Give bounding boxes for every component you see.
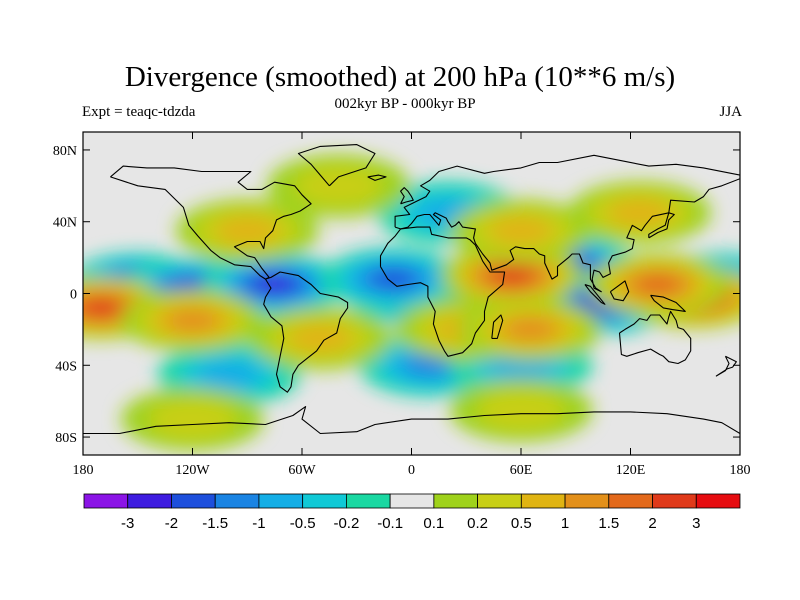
contour-band (288, 324, 352, 353)
colorbar-label: 0.1 (423, 515, 444, 532)
coastline (394, 154, 740, 293)
coastline (648, 212, 675, 239)
colorbar-swatch (695, 493, 741, 509)
x-tick-label: 120E (616, 463, 646, 478)
contour-band (372, 270, 414, 289)
y-tick-label: 40S (55, 359, 77, 374)
coastline (263, 271, 349, 393)
colorbar-swatch (345, 493, 391, 509)
field-feature (248, 306, 392, 370)
colorbar-label: 1.5 (598, 515, 619, 532)
field-feature (121, 387, 264, 451)
y-tick-label: 0 (70, 288, 77, 303)
colorbar-label: 0.5 (511, 515, 532, 532)
field-feature (175, 199, 319, 263)
x-tick-label: 60W (288, 463, 316, 478)
colorbar-swatch (171, 493, 216, 509)
coastline (609, 280, 630, 302)
x-tick-label: 120W (175, 463, 210, 478)
colorbar-label: 3 (692, 515, 700, 532)
experiment-label: Expt = teaqc-tdzda (82, 104, 196, 120)
y-tick-label: 40N (53, 216, 77, 231)
coastline (297, 144, 376, 187)
contour-band (494, 267, 530, 284)
contour-band (637, 275, 679, 294)
colorbar-swatch (389, 493, 435, 509)
field-feature (267, 154, 410, 218)
colorbar-label: 2 (648, 515, 656, 532)
coastline (715, 355, 737, 377)
colorbar-swatch (477, 493, 522, 509)
x-tick-label: 180 (73, 463, 94, 478)
contour-band (505, 318, 555, 341)
x-tick-label: 180 (730, 463, 751, 478)
x-tick-label: 60E (510, 463, 533, 478)
colorbar-label: -0.5 (290, 515, 316, 532)
colorbar-swatch (302, 493, 347, 509)
field-feature (449, 378, 593, 442)
y-tick-label: 80N (53, 144, 77, 159)
colorbar-label: -2 (165, 515, 178, 532)
coastline (584, 283, 606, 305)
coastline (367, 174, 387, 181)
colorbar-swatch (214, 493, 260, 509)
colorbar-swatch (83, 493, 129, 509)
contour-band (148, 399, 237, 439)
x-axis: 180 120W 60W 0 60E 120E 180 (73, 132, 751, 478)
coastline (83, 406, 740, 435)
contour-band (489, 216, 553, 245)
colorbar-swatch (652, 493, 697, 509)
contour-band (197, 360, 261, 389)
colorbar-swatch (520, 493, 566, 509)
colorbar-label: -3 (121, 515, 134, 532)
coastline (400, 187, 414, 205)
coastline (379, 226, 506, 357)
field-feature (449, 199, 593, 263)
colorbar-swatch (564, 493, 610, 509)
chart-title: Divergence (smoothed) at 200 hPa (10**6 … (124, 61, 676, 93)
colorbar-swatch (258, 493, 304, 509)
field-feature (458, 297, 602, 361)
field-feature (321, 247, 465, 311)
season-label: JJA (719, 104, 742, 120)
colorbar-label: 0.2 (467, 515, 488, 532)
colorbar: -3 -2 -1.5 -1 -0.5 -0.2 -0.1 0.1 0.2 0.5 1 1.5 2 3 (83, 493, 741, 532)
contour-band (167, 309, 218, 332)
colorbar-swatch (433, 493, 479, 509)
field-feature (586, 253, 730, 317)
period-label: 002kyr BP - 000kyr BP (334, 96, 476, 112)
contour-band (215, 216, 279, 245)
colorbar-label: -0.1 (377, 515, 403, 532)
coastline (491, 314, 504, 339)
coastline (650, 294, 686, 312)
colorbar-swatch (127, 493, 172, 509)
colorbar-label: -0.2 (333, 515, 359, 532)
x-tick-label: 0 (408, 463, 415, 478)
colorbar-swatch (608, 493, 653, 509)
colorbar-label: 1 (561, 515, 569, 532)
coastline (618, 310, 692, 365)
colorbar-label: -1.5 (202, 515, 228, 532)
contour-band (607, 198, 672, 227)
field-feature (121, 288, 264, 352)
contour-band (404, 354, 455, 377)
contour-band (294, 166, 383, 206)
y-tick-label: 80S (55, 431, 77, 446)
field-feature (568, 181, 712, 245)
contour-band (83, 300, 119, 316)
coastlines (83, 144, 740, 435)
contour-band (477, 390, 565, 430)
contour-band (257, 276, 292, 293)
colorbar-label: -1 (252, 515, 265, 532)
y-axis: 80N 40N 0 40S 80S (53, 144, 740, 446)
coastline (110, 165, 312, 280)
